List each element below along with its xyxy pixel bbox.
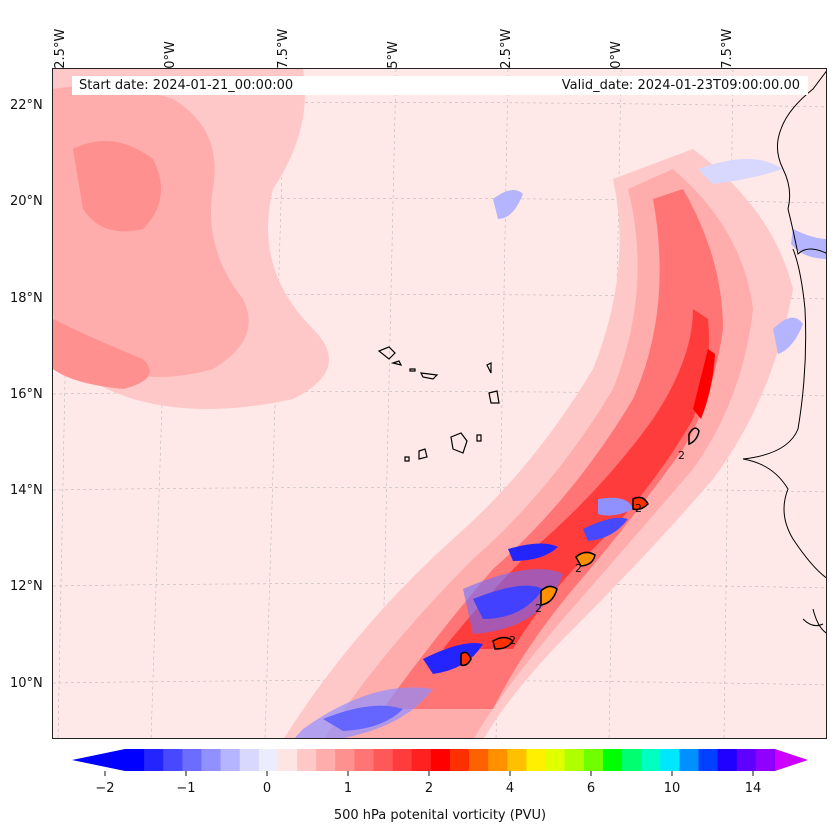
colorbar-cell	[316, 749, 336, 771]
pv-negative-lobe	[698, 159, 783, 184]
colorbar-cell	[507, 749, 527, 771]
colorbar-cell	[545, 749, 566, 771]
colorbar-tick-label: −1	[176, 781, 196, 796]
pv-negative-lobe	[791, 229, 826, 259]
lat-label: 16°N	[10, 387, 43, 402]
pv-contour-2	[688, 427, 700, 446]
colorbar-cell	[717, 749, 738, 771]
pv-negative-lobe	[598, 497, 633, 516]
pv-negative-lobe	[773, 317, 803, 354]
colorbar-tick-label: −2	[95, 781, 115, 796]
colorbar-tick-label: 6	[586, 781, 596, 796]
pv-negative-lobe-outer	[463, 569, 563, 634]
colorbar-tick-label: 14	[744, 781, 762, 796]
colorbar-cell	[182, 749, 202, 771]
colorbar-cell	[660, 749, 680, 771]
valid-date-label: Valid_date: 2024-01-23T09:00:00.00	[561, 78, 800, 93]
pv-region-west-core	[53, 319, 150, 389]
pv-region-northwest-core	[73, 141, 161, 232]
colorbar-cell	[125, 749, 145, 771]
coastline	[802, 608, 826, 634]
colorbar-cell	[239, 749, 260, 771]
lat-label: 14°N	[10, 483, 43, 498]
colorbar-cell	[698, 749, 719, 771]
pv-high-core	[632, 496, 649, 511]
pv-field-map: 2 2 2 2 2	[53, 69, 826, 738]
colorbar-cell	[526, 749, 547, 771]
colorbar-tickmarks	[104, 771, 754, 776]
info-banner	[72, 76, 808, 95]
colorbar-tick-label: 1	[343, 781, 353, 796]
lat-label: 12°N	[10, 579, 43, 594]
pv-high-core	[540, 585, 558, 606]
colorbar-cell	[335, 749, 355, 771]
lat-label: 18°N	[10, 291, 43, 306]
colorbar-tick-label: 0	[262, 781, 272, 796]
contour-label: 2	[678, 449, 685, 462]
colorbar-cell	[755, 749, 776, 771]
lat-label: 20°N	[10, 194, 43, 209]
pv-band-core-north	[693, 349, 715, 419]
colorbar-cells	[125, 749, 776, 771]
colorbar-cell	[411, 749, 432, 771]
colorbar-cell	[297, 749, 317, 771]
colorbar-label: 500 hPa potenital vorticity (PVU)	[333, 808, 547, 823]
colorbar-cell	[392, 749, 413, 771]
colorbar-cell	[163, 749, 183, 771]
pv-high-core	[460, 651, 472, 667]
contour-label: 2	[575, 562, 582, 575]
colorbar-cell	[430, 749, 451, 771]
lat-label: 22°N	[10, 98, 43, 113]
colorbar-cell	[450, 749, 470, 771]
colorbar-cell	[488, 749, 508, 771]
colorbar-cell	[564, 749, 585, 771]
colorbar-extend-low	[72, 749, 125, 771]
pv-negative-lobe	[493, 190, 523, 219]
colorbar-cell	[736, 749, 757, 771]
colorbar-extend-high	[775, 749, 808, 771]
colorbar-cell	[583, 749, 604, 771]
colorbar-cell	[622, 749, 642, 771]
pv-negative-lobe-outer	[294, 687, 433, 738]
colorbar-cell	[220, 749, 241, 771]
colorbar-cell	[602, 749, 623, 771]
pv-negative-lobe	[423, 643, 483, 674]
colorbar-cell	[258, 749, 279, 771]
colorbar-cell	[469, 749, 489, 771]
colorbar-cell	[679, 749, 700, 771]
start-date-label: Start date: 2024-01-21_00:00:00	[79, 78, 294, 93]
pv-negative-lobe	[583, 517, 628, 541]
colorbar-cell	[373, 749, 394, 771]
colorbar-cell	[354, 749, 375, 771]
lat-label: 10°N	[10, 676, 43, 691]
map-panel[interactable]: 2 2 2 2 2	[52, 68, 827, 739]
pv-high-core	[492, 636, 514, 650]
contour-label: 2	[509, 634, 516, 647]
pv-negative-lobe	[508, 543, 558, 561]
colorbar-cell	[641, 749, 661, 771]
contour-label: 2	[535, 602, 542, 615]
colorbar-tick-label: 10	[663, 781, 681, 796]
colorbar-cell	[144, 749, 164, 771]
colorbar-tick-label: 4	[505, 781, 515, 796]
colorbar-tick-label: 2	[424, 781, 434, 796]
coastline	[742, 248, 826, 579]
pv-band-mid	[324, 169, 753, 738]
pv-high-core	[575, 551, 596, 567]
coastline	[777, 70, 826, 256]
colorbar-cell	[277, 749, 298, 771]
cape-verde-islands	[377, 346, 500, 462]
colorbar-cell	[201, 749, 222, 771]
contour-label: 2	[635, 502, 642, 515]
